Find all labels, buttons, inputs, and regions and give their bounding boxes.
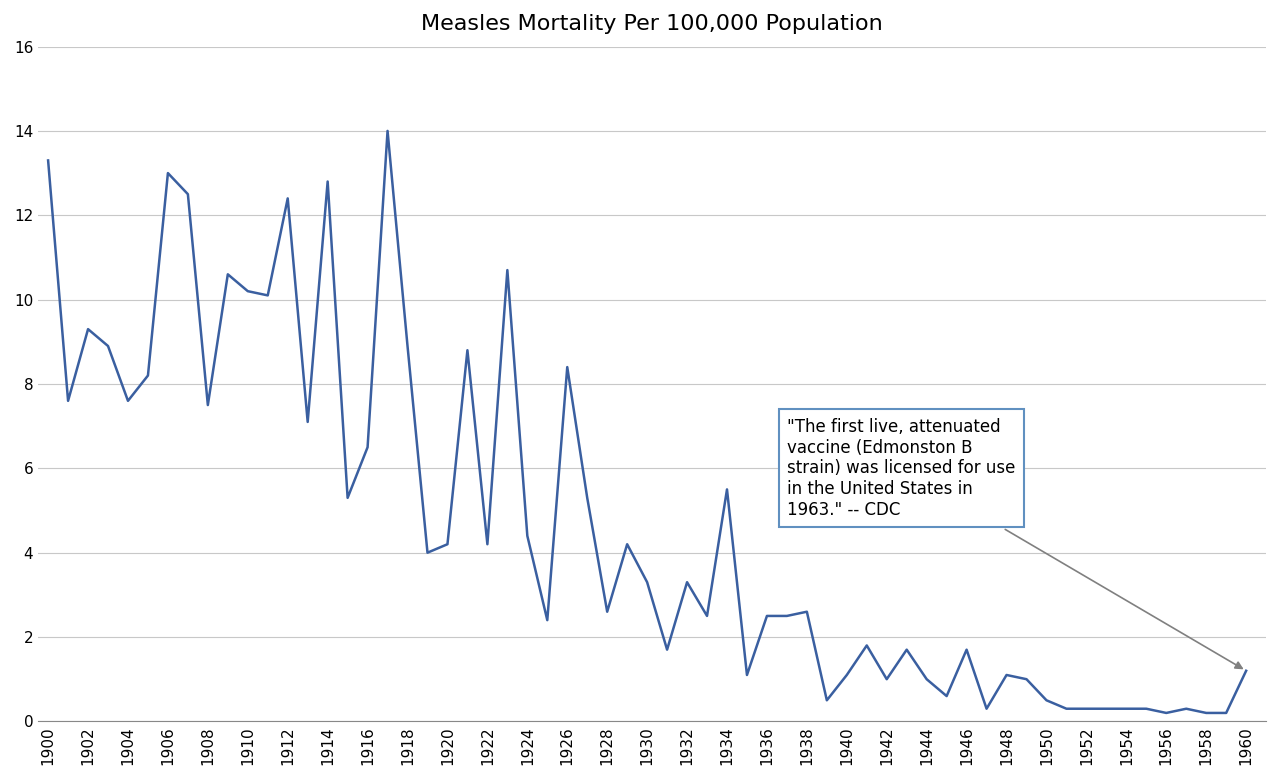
Title: Measles Mortality Per 100,000 Population: Measles Mortality Per 100,000 Population <box>421 14 883 34</box>
Text: "The first live, attenuated
vaccine (Edmonston B
strain) was licensed for use
in: "The first live, attenuated vaccine (Edm… <box>787 418 1242 668</box>
